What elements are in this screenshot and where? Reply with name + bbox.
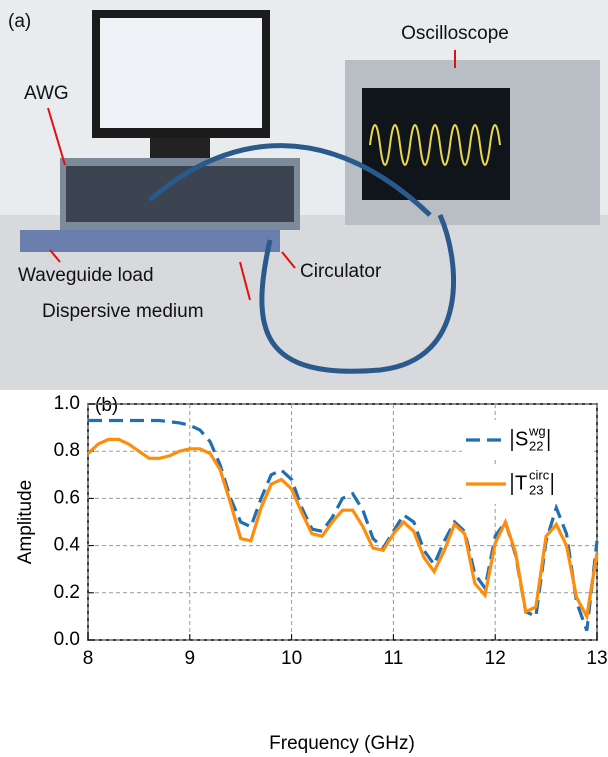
y-tick-label: 0.4 [54,535,81,556]
oscilloscope-screen [362,88,510,200]
x-axis-title: Frequency (GHz) [269,733,415,754]
y-tick-label: 0.8 [54,440,80,461]
x-tick-label: 10 [281,648,302,669]
series-line [86,437,599,622]
panel-label: (a) [8,11,31,32]
label: Oscilloscope [401,23,509,44]
x-tick-label: 12 [485,648,506,669]
cable [259,213,457,374]
panel-label: (b) [95,395,118,416]
label: AWG [24,83,69,104]
arrows [47,50,456,301]
y-tick-label: 0.6 [54,487,80,508]
x-tick-label: 9 [185,648,196,669]
y-axis-title: Amplitude [15,480,36,565]
legend-sup: circ [529,467,550,482]
legend-text: S [515,428,528,450]
monitor-screen [100,18,262,128]
y-tick-label: 1.0 [54,393,80,414]
y-tick-label: 0.2 [54,582,80,603]
y-tick-label: 0.0 [54,629,80,650]
legend-sub: 23 [529,482,543,497]
x-tick-label: 11 [384,648,404,669]
label: Waveguide load [18,265,154,286]
legend-sup: wg [528,423,546,438]
x-tick-label: 13 [586,648,607,669]
legend-text: T [515,472,527,494]
x-tick-label: 8 [83,648,94,669]
photo: (a) Oscilloscope AWG Waveguide load Circ… [0,0,608,390]
label: Dispersive medium [42,301,204,322]
cable [148,143,432,217]
waveform [369,124,501,166]
legend-sub: 22 [529,438,543,453]
monitor-stand [150,138,210,158]
label: Circulator [300,261,382,282]
waveguide [20,230,280,252]
legend-bg [462,420,594,460]
